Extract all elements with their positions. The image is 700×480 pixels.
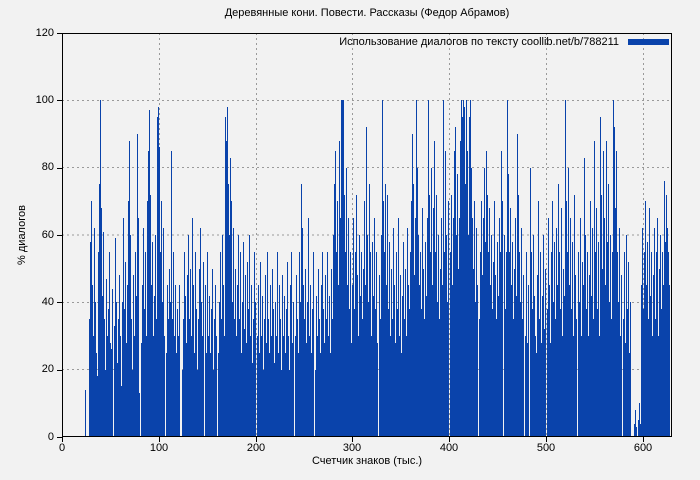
y-tick-label-20: 20 (41, 363, 54, 375)
x-tick-label-600: 600 (633, 442, 653, 454)
x-axis-label: Счетчик знаков (тыс.) (311, 455, 423, 467)
x-tick-label-500: 500 (536, 442, 556, 454)
legend-label: Использование диалогов по тексту coollib… (339, 36, 619, 48)
y-tick-label-40: 40 (41, 296, 54, 308)
x-tick-label-0: 0 (58, 442, 66, 454)
chart-title: Деревянные кони. Повести. Рассказы (Федо… (224, 7, 510, 19)
legend: Использование диалогов по тексту coollib… (339, 36, 669, 48)
y-tick-label-0: 0 (47, 431, 54, 443)
legend-swatch-icon (628, 39, 669, 45)
x-tick-label-300: 300 (342, 442, 362, 454)
x-tick-label-100: 100 (149, 442, 169, 454)
x-tick-label-400: 400 (439, 442, 459, 454)
y-tick-label-120: 120 (35, 27, 54, 39)
y-tick-label-80: 80 (41, 161, 54, 173)
x-tick-label-200: 200 (246, 442, 266, 454)
y-tick-label-100: 100 (35, 94, 54, 106)
y-tick-label-60: 60 (41, 229, 54, 241)
